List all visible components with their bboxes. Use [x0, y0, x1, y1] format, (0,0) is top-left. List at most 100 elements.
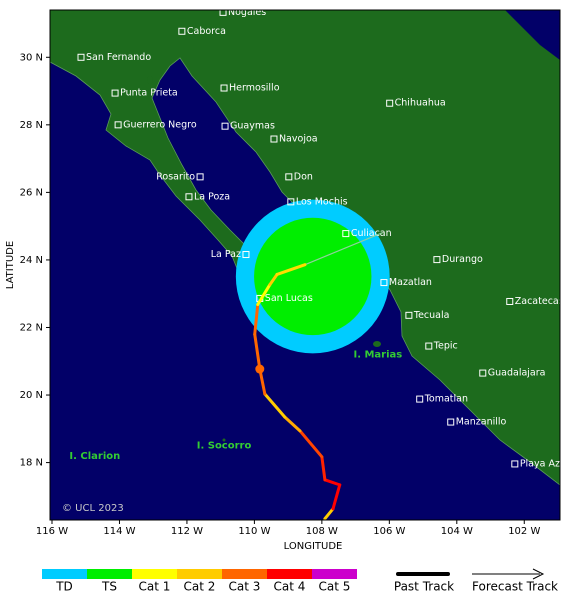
past-track-segment	[323, 478, 342, 487]
city-label: Zacatecas	[515, 296, 564, 307]
city-label: La Poza	[194, 191, 230, 202]
legend-label: TD	[55, 580, 73, 594]
city-label: Chihuahua	[395, 98, 446, 109]
city-marker	[479, 369, 487, 377]
past-track-segment	[268, 272, 279, 287]
city-label: Rosarito	[156, 171, 195, 182]
island-label: I. Marias	[353, 350, 402, 361]
city-marker	[506, 297, 514, 305]
x-axis-title: LONGITUDE	[284, 541, 343, 552]
city-label: Mazatlan	[389, 277, 432, 288]
y-tick-label: 24 N	[20, 255, 43, 266]
mexico-land	[50, 10, 560, 486]
island	[222, 438, 226, 442]
plot-frame	[49, 9, 561, 521]
past-track-segment	[253, 332, 262, 371]
legend-label: Cat 4	[274, 580, 306, 594]
city-label: Punta Prieta	[120, 88, 178, 99]
x-tick-label: 112 W	[171, 526, 203, 537]
x-tick-label: 110 W	[238, 526, 270, 537]
city-label: Guaymas	[230, 121, 275, 132]
y-tick-label: 18 N	[20, 458, 43, 469]
city-marker	[114, 121, 122, 129]
island	[373, 341, 381, 347]
city-label: Guerrero Negro	[123, 119, 197, 130]
land	[50, 10, 560, 486]
x-tick-label: 108 W	[306, 526, 338, 537]
city-label: Hermosillo	[229, 83, 280, 94]
city-marker	[220, 84, 228, 92]
city-marker	[285, 173, 293, 181]
city-marker	[221, 122, 229, 130]
gulf-of-mexico	[505, 10, 560, 60]
y-tick-label: 28 N	[20, 120, 43, 131]
past-track-segment	[256, 283, 272, 307]
x-tick-label: 116 W	[36, 526, 68, 537]
city-label: San Lucas	[265, 293, 313, 304]
city-marker	[219, 10, 227, 16]
island	[147, 76, 153, 84]
city-label: Navojoa	[279, 134, 318, 145]
city-marker	[111, 89, 119, 97]
city-marker	[178, 27, 186, 35]
city-marker	[342, 230, 350, 238]
city-marker	[196, 173, 204, 181]
past-track-segment	[298, 429, 324, 459]
past-track-segment	[323, 507, 335, 520]
legend-forecast-track-label: Forecast Track	[472, 580, 558, 594]
y-tick-label: 22 N	[20, 322, 43, 333]
legend-label: TS	[101, 580, 117, 594]
y-tick-label: 26 N	[20, 187, 43, 198]
city-marker	[242, 251, 250, 259]
legend-forecast-arrow	[532, 568, 545, 580]
city-label: Durango	[442, 254, 483, 265]
legend-swatch	[222, 569, 267, 579]
city-label: Nogales	[228, 7, 266, 18]
city-marker	[386, 99, 394, 107]
city-marker	[447, 418, 455, 426]
city-marker	[270, 135, 278, 143]
past-track-segment	[275, 263, 307, 276]
city-label: Playa Azul	[520, 458, 569, 469]
forecast-track	[304, 232, 383, 266]
city-label: Don	[294, 171, 313, 182]
city-marker	[433, 256, 441, 264]
island-label: I. Clarion	[69, 451, 120, 462]
legend-label: Cat 1	[139, 580, 171, 594]
legend-label: Cat 3	[229, 580, 261, 594]
past-track-segment	[320, 455, 327, 482]
island-label: I. Socorro	[197, 441, 252, 452]
past-track-segment	[283, 415, 302, 433]
city-label: Tepic	[433, 341, 458, 352]
city-marker	[287, 198, 295, 206]
y-tick-label: 30 N	[20, 52, 43, 63]
legend-swatch	[87, 569, 132, 579]
city-label: Tecuala	[413, 310, 450, 321]
city-marker	[425, 342, 433, 350]
past-track-segment	[253, 303, 260, 336]
y-tick-label: 20 N	[20, 390, 43, 401]
x-tick-label: 102 W	[508, 526, 540, 537]
city-marker	[380, 279, 388, 287]
current-position	[255, 364, 265, 374]
past-track-segment	[331, 483, 342, 511]
city-label: San Fernando	[86, 52, 151, 63]
legend-swatch	[312, 569, 357, 579]
ts-wind-radius	[254, 217, 372, 336]
city-label: Manzanillo	[456, 417, 507, 428]
x-tick-label: 106 W	[373, 526, 405, 537]
city-marker	[185, 193, 193, 201]
legend-swatch	[177, 569, 222, 579]
city-label: Los Mochis	[296, 196, 348, 207]
legend-label: Cat 5	[319, 580, 351, 594]
city-label: Tomatlan	[424, 394, 468, 405]
credit: © UCL 2023	[62, 503, 124, 514]
city-marker	[416, 395, 424, 403]
city-marker	[405, 311, 413, 319]
past-track-segment	[263, 392, 287, 419]
city-label: Caborca	[187, 26, 226, 37]
legend-past-track-label: Past Track	[394, 580, 454, 594]
city-marker	[77, 53, 85, 61]
